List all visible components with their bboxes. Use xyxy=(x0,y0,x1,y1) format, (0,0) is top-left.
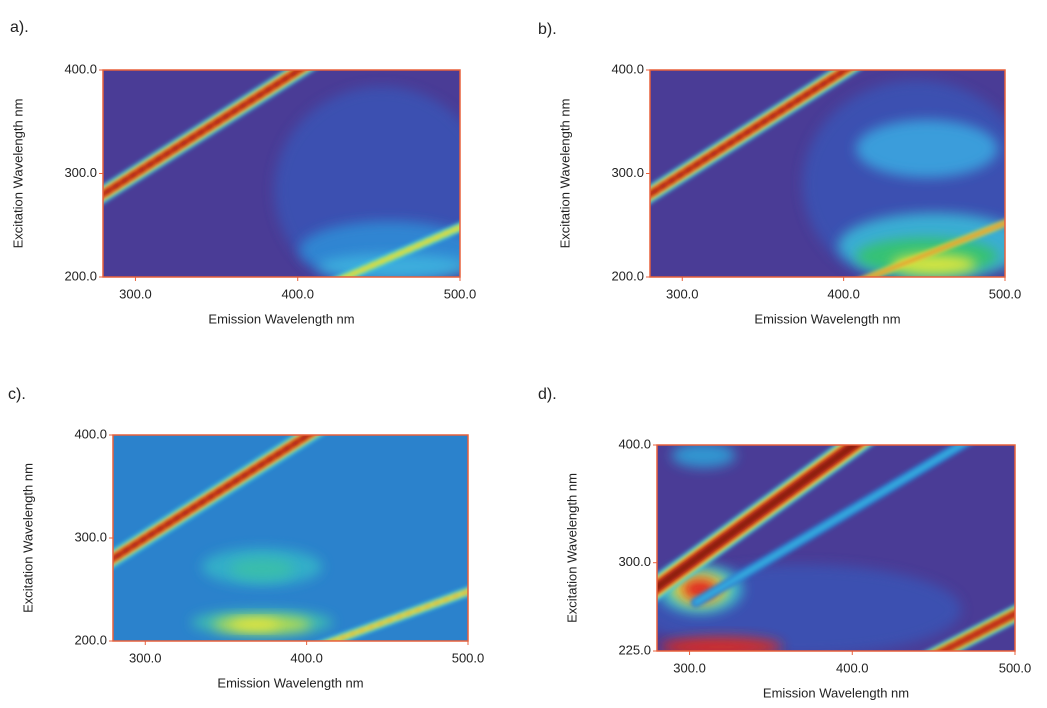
x-tick-label: 400.0 xyxy=(836,660,869,675)
x-tick-label: 400.0 xyxy=(290,650,323,665)
plot-background xyxy=(113,435,468,641)
x-tick-label: 300.0 xyxy=(673,660,706,675)
panel-label: d). xyxy=(538,386,557,403)
contour-region xyxy=(230,558,295,580)
contour-region xyxy=(671,445,736,468)
x-tick-label: 500.0 xyxy=(444,286,477,301)
scatter-band xyxy=(103,70,303,196)
x-tick-label: 500.0 xyxy=(452,650,485,665)
y-tick-label: 200.0 xyxy=(64,268,97,283)
x-tick-label: 500.0 xyxy=(999,660,1032,675)
y-axis-title: Excitation Wavelength nm xyxy=(557,99,572,249)
y-tick-label: 400.0 xyxy=(74,426,107,441)
contour-region xyxy=(660,636,783,651)
x-tick-label: 300.0 xyxy=(129,650,162,665)
y-tick-label: 300.0 xyxy=(64,165,97,180)
scatter-band xyxy=(650,70,849,196)
x-axis-title: Emission Wavelength nm xyxy=(763,685,909,700)
y-tick-label: 300.0 xyxy=(611,165,644,180)
scatter-band xyxy=(330,590,468,641)
plot-area xyxy=(650,70,1005,277)
y-tick-label: 400.0 xyxy=(64,61,97,76)
y-tick-label: 225.0 xyxy=(618,642,651,657)
x-tick-label: 400.0 xyxy=(827,286,860,301)
x-axis-title: Emission Wavelength nm xyxy=(208,311,354,326)
x-tick-label: 400.0 xyxy=(281,286,314,301)
plot-area xyxy=(113,435,468,641)
panel-label: b). xyxy=(538,21,557,38)
y-axis-title: Excitation Wavelength nm xyxy=(20,463,35,613)
x-tick-label: 300.0 xyxy=(666,286,699,301)
x-axis-title: Emission Wavelength nm xyxy=(754,311,900,326)
y-tick-label: 400.0 xyxy=(611,61,644,76)
plot-area xyxy=(657,445,1015,651)
scatter-band xyxy=(657,445,861,593)
y-tick-label: 200.0 xyxy=(74,632,107,647)
contour-region xyxy=(230,619,280,630)
panel-label: a). xyxy=(10,19,29,36)
y-tick-label: 400.0 xyxy=(618,436,651,451)
y-axis-title: Excitation Wavelength nm xyxy=(10,99,25,249)
scatter-band xyxy=(693,445,966,605)
y-tick-label: 300.0 xyxy=(618,554,651,569)
x-tick-label: 500.0 xyxy=(989,286,1022,301)
x-tick-label: 300.0 xyxy=(119,286,152,301)
scatter-band xyxy=(934,609,1015,651)
contour-region xyxy=(855,119,998,178)
scatter-band xyxy=(867,222,1005,277)
y-axis-title: Excitation Wavelength nm xyxy=(564,473,579,623)
x-axis-title: Emission Wavelength nm xyxy=(217,675,363,690)
panel-label: c). xyxy=(8,386,26,403)
plot-frame xyxy=(656,444,1016,652)
plot-area xyxy=(103,70,460,277)
scatter-band xyxy=(113,435,312,561)
scatter-band xyxy=(343,226,460,277)
y-tick-label: 300.0 xyxy=(74,529,107,544)
y-tick-label: 200.0 xyxy=(611,268,644,283)
